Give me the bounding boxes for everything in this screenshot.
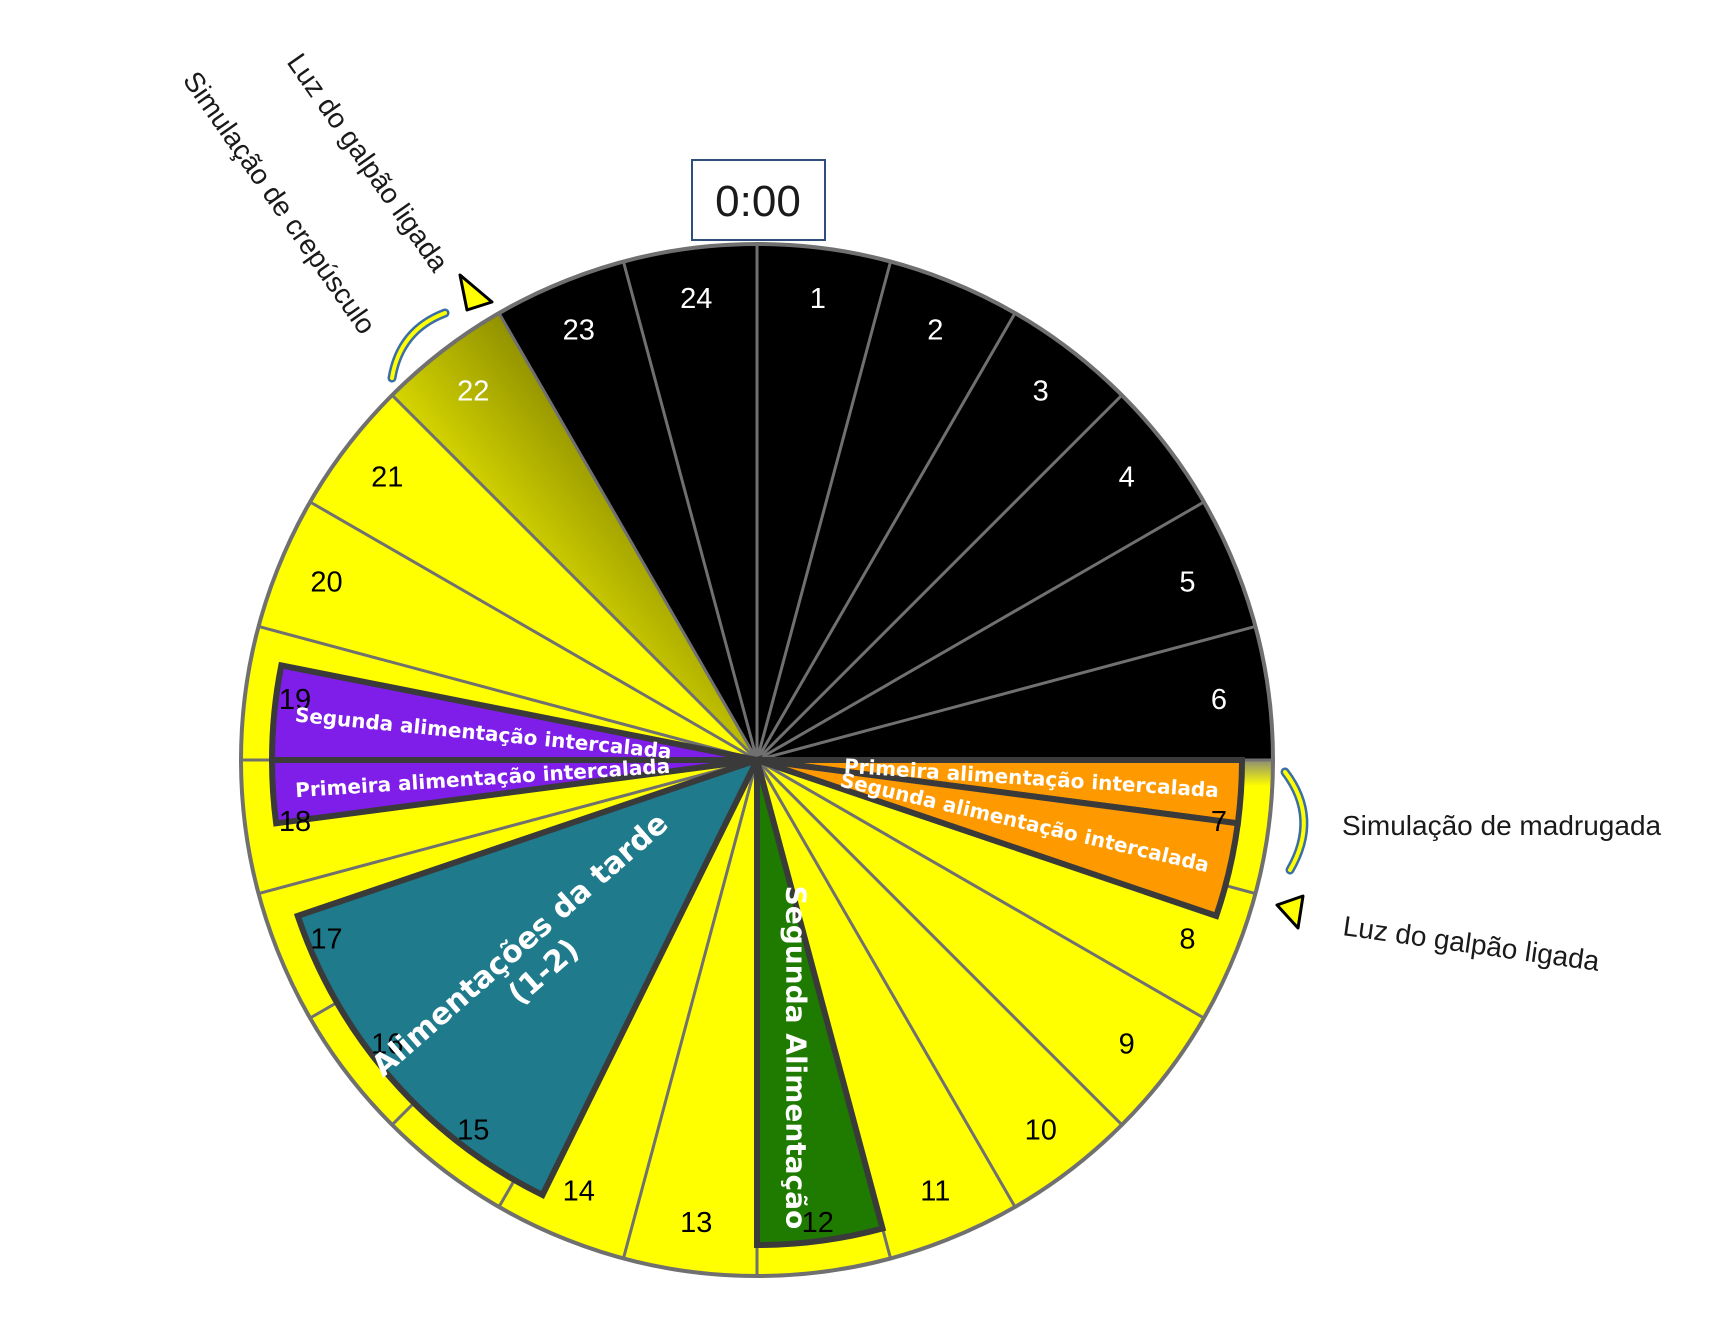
hour-sector-20 (258, 502, 757, 760)
hour-sector-9 (757, 760, 1204, 1125)
hour-label: 1 (810, 283, 826, 315)
hour-label: 24 (680, 283, 712, 315)
hour-divider (756, 758, 1205, 1020)
hour-divider (755, 394, 1123, 762)
hour-sector-23 (499, 261, 757, 760)
feeding-band (756, 757, 1242, 920)
triangle-marker-icon (1275, 894, 1305, 930)
hour-label: 20 (310, 567, 342, 599)
hour-label: 23 (563, 315, 595, 347)
hour-divider (622, 261, 759, 761)
wheel-outline (239, 242, 1275, 1278)
hour-label: 6 (1211, 684, 1227, 716)
hour-divider (755, 759, 1017, 1208)
dawn-annotation: Simulação de madrugada Luz do galpão lig… (1275, 767, 1662, 977)
hour-label: 13 (680, 1207, 712, 1239)
hour-divider (391, 394, 759, 762)
feeding-band (293, 754, 763, 1199)
hour-divider (309, 500, 758, 762)
hour-label: 4 (1119, 461, 1135, 493)
hour-divider (755, 312, 1017, 761)
hour-divider (755, 261, 892, 761)
hour-divider (497, 312, 759, 761)
hour-divider (622, 759, 759, 1259)
hour-label: 19 (279, 684, 311, 716)
hour-sector-4 (757, 395, 1204, 760)
hour-label: 17 (310, 923, 342, 955)
hour-divider (756, 625, 1256, 762)
curved-arrow-icon (390, 311, 447, 380)
triangle-marker-icon (458, 273, 494, 312)
hour-label: 3 (1033, 375, 1049, 407)
hour-divider (258, 625, 758, 762)
hour-label: 7 (1211, 806, 1227, 838)
hour-label: 15 (457, 1115, 489, 1147)
lights-on-right-label: Luz do galpão ligada (1341, 910, 1602, 977)
hour-sector-21 (310, 395, 757, 760)
curved-arrow-icon (1283, 770, 1306, 872)
hour-sector-2 (757, 261, 1015, 760)
hour-sector-8 (757, 760, 1256, 1018)
clock-box: 0:00 (691, 159, 826, 241)
hour-label: 8 (1179, 923, 1195, 955)
feeding-label: Segunda Alimentação (779, 886, 812, 1230)
dusk-annotation: Simulação de crepúsculo Luz do galpão li… (177, 48, 494, 383)
hour-label: 18 (279, 806, 311, 838)
hour-sector-5 (757, 502, 1256, 760)
hour-label: 22 (457, 375, 489, 407)
feeding-band (754, 759, 887, 1249)
hour-sector-11 (757, 760, 1015, 1259)
hour-sector-3 (757, 313, 1122, 760)
hour-label: 16 (371, 1029, 403, 1061)
hour-divider (258, 758, 758, 895)
hour-divider (755, 758, 1123, 1126)
hour-sector-22 (392, 313, 757, 760)
hour-label: 9 (1119, 1029, 1135, 1061)
hour-label: 14 (563, 1176, 595, 1208)
hour-label: 2 (927, 315, 943, 347)
hour-label: 11 (920, 1176, 950, 1208)
hour-label: 10 (1025, 1115, 1057, 1147)
dawn-simulation-label: Simulação de madrugada (1342, 810, 1662, 841)
dusk-simulation-label: Simulação de crepúsculo (177, 66, 382, 340)
hour-label: 5 (1179, 567, 1195, 599)
feeding-bands (268, 661, 1246, 1249)
hour-label: 12 (802, 1207, 834, 1239)
hour-label: 21 (371, 461, 403, 493)
hour-sector-10 (757, 760, 1122, 1207)
hour-divider (756, 500, 1205, 762)
feeding-band (268, 661, 758, 763)
clock-label: 0:00 (715, 177, 801, 226)
